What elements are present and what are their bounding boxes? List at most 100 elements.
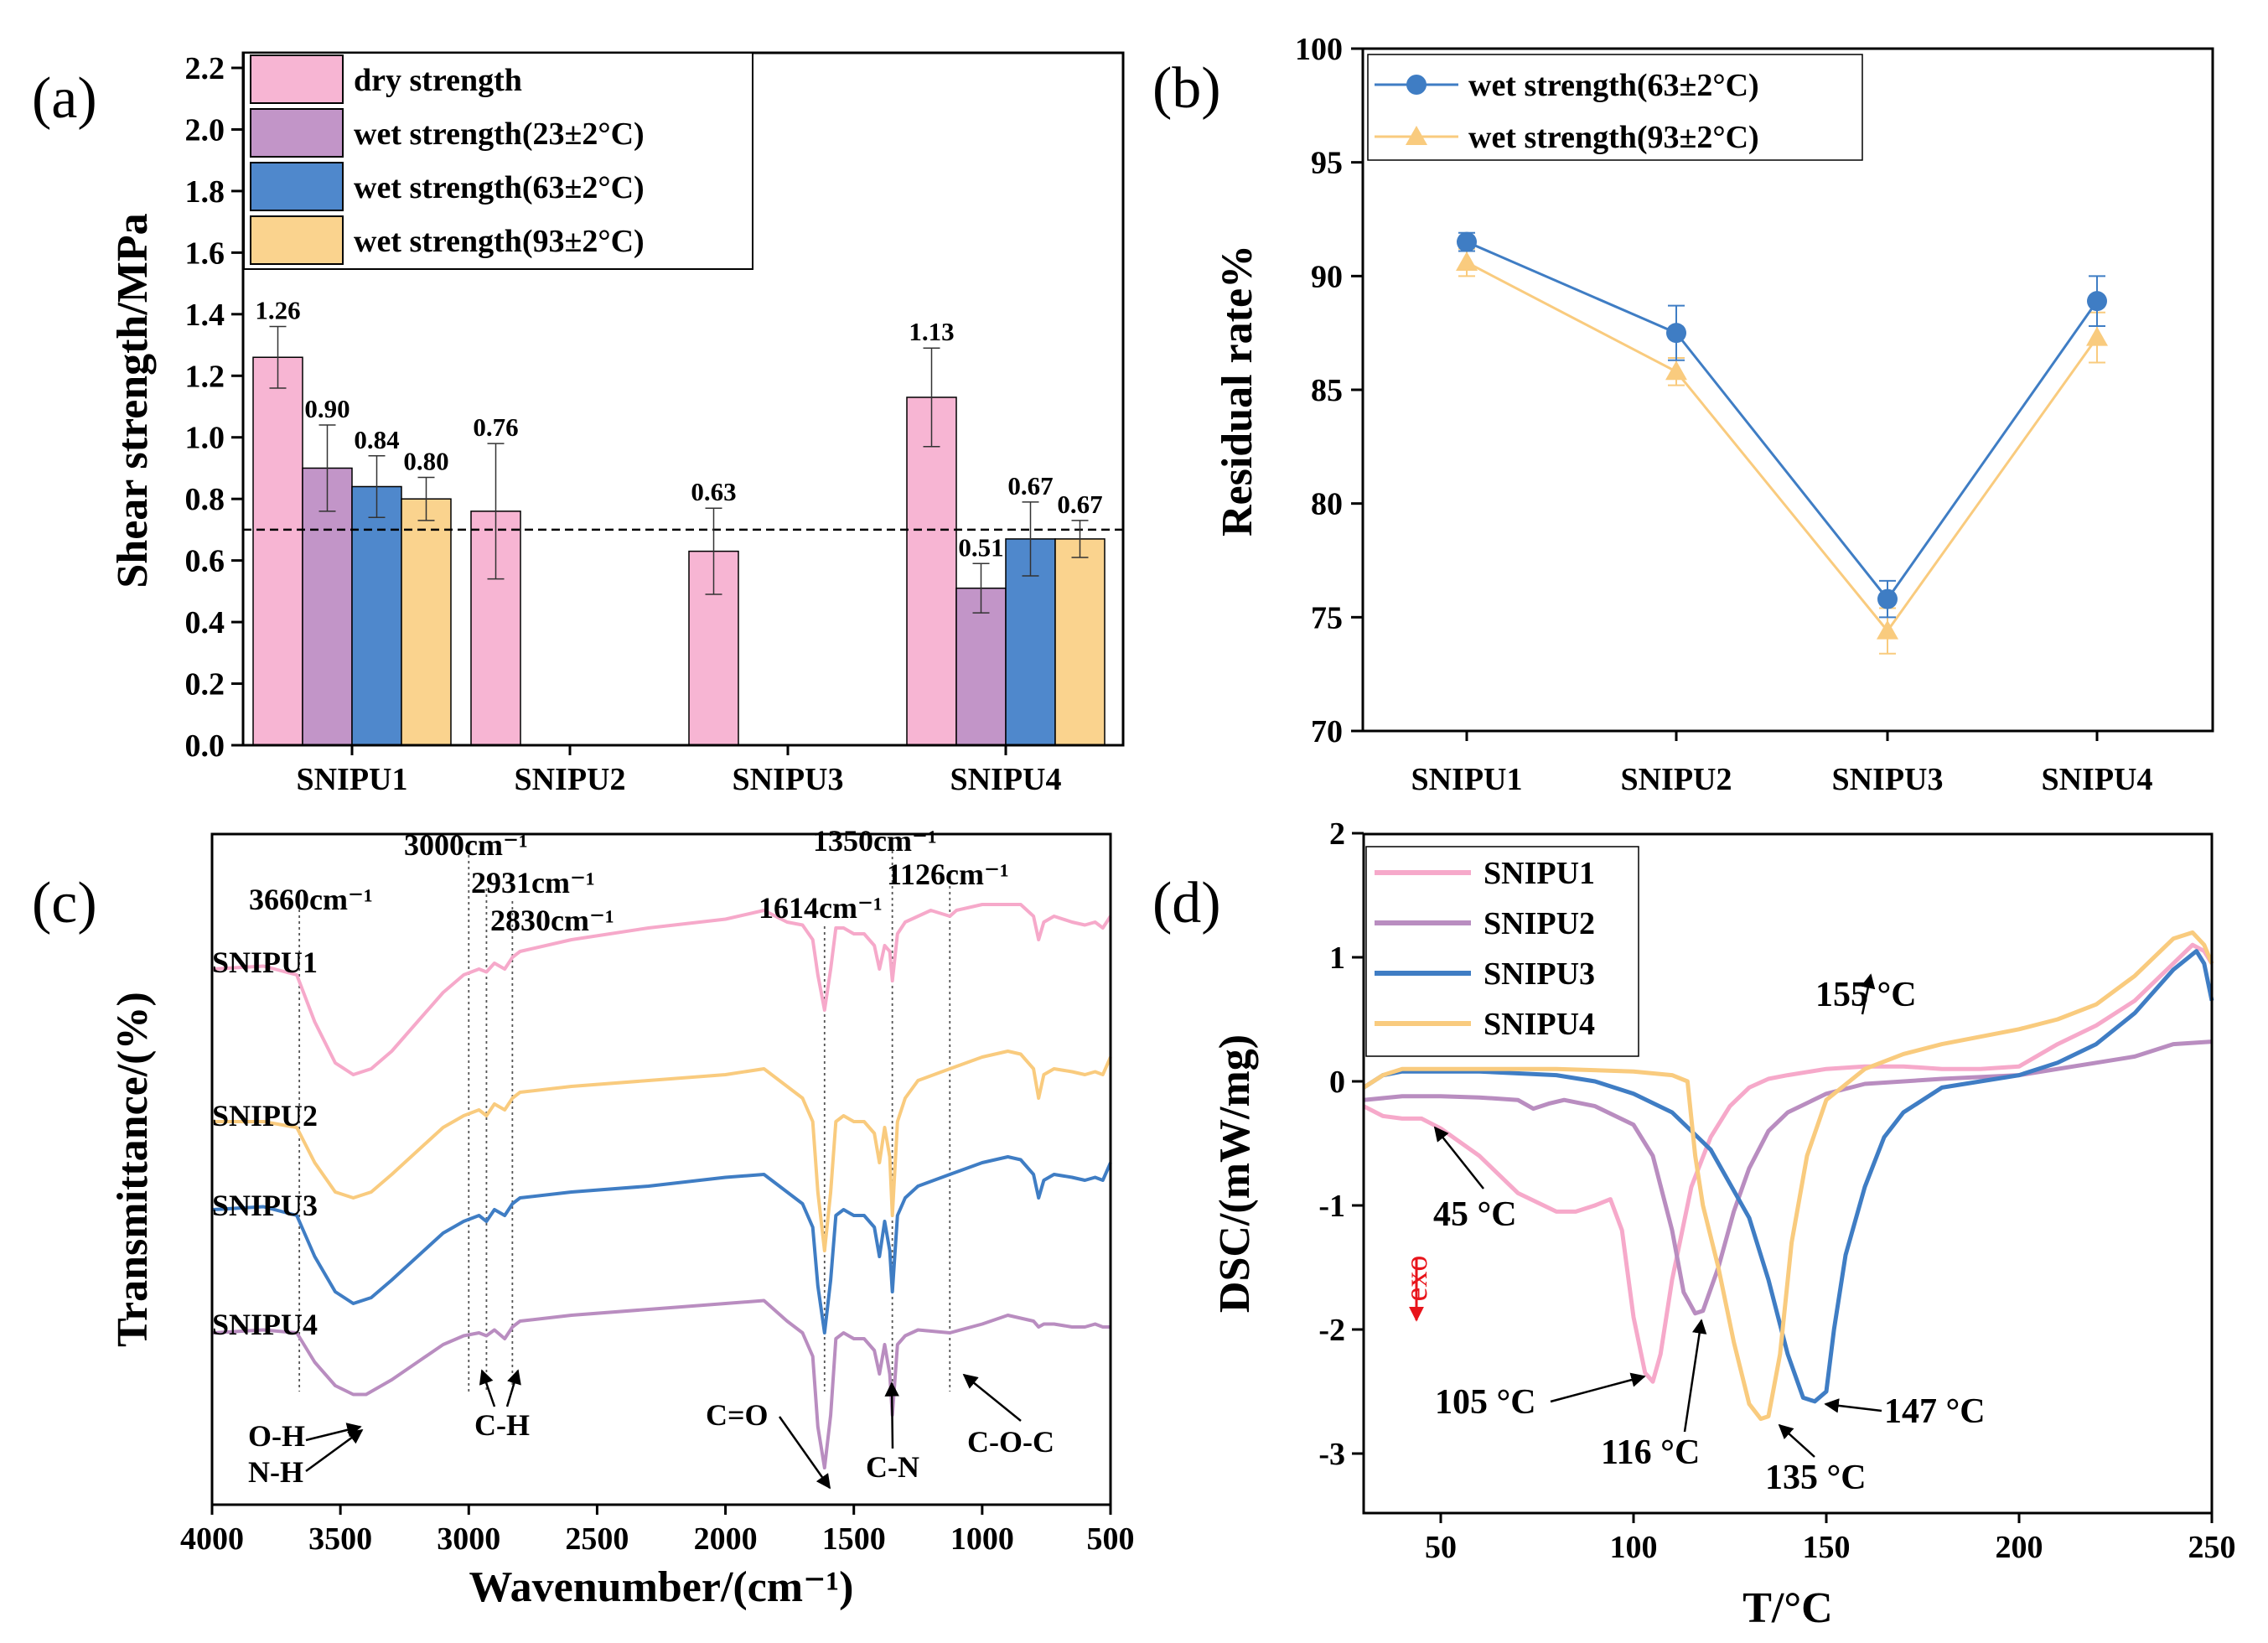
y-tick-label: 70 — [1311, 714, 1343, 749]
panel-a-y-label: Shear strength/MPa — [109, 213, 157, 588]
legend-label: dry strength — [354, 63, 522, 98]
band-label-oh: O-H — [248, 1419, 305, 1453]
annotation-arrow — [884, 1381, 899, 1449]
y-tick-label: 1.8 — [185, 174, 225, 210]
temperature-label: 135 °C — [1765, 1459, 1867, 1497]
data-label: 0.67 — [1007, 471, 1053, 500]
annotation-arrow — [1861, 973, 1876, 1015]
dsc-curve-SNIPU3 — [1362, 949, 2214, 1404]
band-label-cn: C-N — [866, 1450, 919, 1484]
legend-swatch-wet93 — [250, 215, 344, 265]
series-name-label: SNIPU2 — [212, 1099, 318, 1132]
panel-c-y-label: Transmittance/(%) — [109, 992, 157, 1347]
x-tick-label: 150 — [1803, 1530, 1851, 1565]
annotation-arrow — [1433, 1126, 1484, 1189]
dsc-curve-SNIPU2 — [1363, 1039, 2213, 1316]
annotation-arrow — [962, 1373, 1022, 1422]
point-circle — [1457, 231, 1477, 252]
legend-label: SNIPU2 — [1484, 906, 1595, 941]
panel-b-label: (b) — [1152, 56, 1221, 121]
panel-d-x-ticks: 50 100 150 200 250 — [1425, 1513, 2236, 1565]
series-line-1 — [1466, 261, 2099, 634]
x-tick-label: SNIPU1 — [1411, 762, 1522, 797]
band-label-coc: C-O-C — [967, 1425, 1054, 1459]
data-label: 0.67 — [1057, 490, 1102, 519]
y-tick-label: 1.0 — [185, 421, 225, 456]
panel-c-x-ticks: 4000 3500 3000 2500 2000 1500 1000 500 — [180, 1505, 1135, 1557]
y-tick-label: 1.4 — [185, 298, 225, 333]
annotation-arrow — [778, 1416, 831, 1490]
point-circle — [1877, 588, 1898, 609]
annotation-arrow — [1550, 1372, 1646, 1403]
legend-swatch-dry — [250, 54, 344, 104]
x-tick-label: SNIPU2 — [514, 762, 625, 797]
panel-b-y-ticks: 70 75 80 85 90 95 100 — [1295, 32, 1363, 749]
x-tick-label: SNIPU3 — [1831, 762, 1943, 797]
data-label: 1.13 — [909, 317, 954, 346]
y-tick-label: 1.6 — [185, 236, 225, 271]
x-tick-label: 2500 — [565, 1521, 629, 1557]
panel-a: (a) 1.260.760.631.130.900.510.840.670.80… — [32, 51, 1125, 797]
data-label: 1.26 — [255, 296, 300, 325]
y-tick-label: 0.6 — [185, 544, 225, 579]
band-label-nh: N-H — [248, 1455, 303, 1489]
series-name-label: SNIPU1 — [212, 946, 318, 979]
panel-d-x-label: T/°C — [1742, 1584, 1832, 1632]
legend-swatch-wet23 — [250, 108, 344, 158]
point-triangle — [1877, 619, 1898, 640]
legend-marker-triangle — [1406, 126, 1427, 145]
annotation-arrow — [305, 1428, 364, 1473]
y-tick-label: 1.2 — [185, 359, 225, 394]
legend-label: wet strength(93±2°C) — [354, 224, 645, 259]
x-tick-label: 3500 — [308, 1521, 372, 1557]
data-label: 0.63 — [691, 477, 736, 506]
panel-b-legend: wet strength(63±2°C) wet strength(93±2°C) — [1367, 54, 1863, 161]
annotation-arrow — [1824, 1398, 1882, 1413]
legend-label: SNIPU4 — [1484, 1007, 1595, 1042]
panel-a-x-ticks: SNIPU1 SNIPU2 SNIPU3 SNIPU4 — [296, 745, 1062, 797]
panel-b-x-ticks: SNIPU1 SNIPU2 SNIPU3 SNIPU4 — [1411, 731, 2153, 797]
spectrum-SNIPU2 — [212, 1050, 1112, 1252]
bar-wet63-SNIPU1 — [351, 485, 402, 746]
wavenumber-label: 2931cm⁻¹ — [471, 866, 595, 899]
y-tick-label: 1 — [1329, 941, 1345, 976]
y-tick-label: 2.0 — [185, 112, 225, 148]
panel-d-label: (d) — [1152, 871, 1221, 936]
panel-b-plot — [1456, 231, 2108, 655]
wavenumber-label: 1350cm⁻¹ — [813, 824, 937, 858]
x-tick-label: 100 — [1610, 1530, 1658, 1565]
data-label: 0.51 — [958, 532, 1003, 562]
wavenumber-label: 3660cm⁻¹ — [249, 883, 373, 916]
legend-label: SNIPU3 — [1484, 956, 1595, 992]
legend-swatch-wet63 — [250, 162, 344, 211]
panel-c-frame — [210, 832, 1112, 1506]
y-tick-label: 95 — [1311, 146, 1343, 181]
wavenumber-label: 1126cm⁻¹ — [887, 858, 1009, 891]
panel-b-frame — [1361, 47, 2214, 733]
y-tick-label: 85 — [1311, 373, 1343, 408]
y-tick-label: 0.4 — [185, 605, 225, 640]
panel-a-y-ticks: 0.0 0.2 0.4 0.6 0.8 1.0 1.2 1.4 1.6 1.8 2.0 2.2 — [185, 51, 243, 764]
legend-label: wet strength(23±2°C) — [354, 117, 645, 152]
x-tick-label: 1500 — [822, 1521, 886, 1557]
data-label: 0.80 — [403, 446, 448, 475]
legend-marker-circle — [1406, 75, 1427, 95]
temperature-label: 147 °C — [1884, 1392, 1986, 1431]
y-tick-label: -2 — [1318, 1313, 1345, 1348]
x-tick-label: 50 — [1425, 1530, 1457, 1565]
y-tick-label: -3 — [1318, 1437, 1345, 1472]
bar-dry-SNIPU1 — [252, 356, 303, 746]
bar-dry-SNIPU4 — [906, 396, 957, 746]
y-tick-label: 0.8 — [185, 482, 225, 517]
point-circle — [1666, 323, 1686, 344]
panel-d-frame — [1362, 832, 2214, 1515]
x-tick-label: SNIPU4 — [2041, 762, 2152, 797]
band-label-ch: C-H — [474, 1408, 530, 1442]
panel-d: (d) -3 -2 -1 0 1 2 50 100 150 200 250 DSC/(mW/mg)… — [1152, 816, 2236, 1632]
temperature-label: 45 °C — [1433, 1195, 1517, 1234]
annotation-arrow — [479, 1369, 496, 1407]
series-line-0 — [1466, 241, 2099, 602]
panel-c-x-label: Wavenumber/(cm⁻¹) — [469, 1563, 854, 1611]
